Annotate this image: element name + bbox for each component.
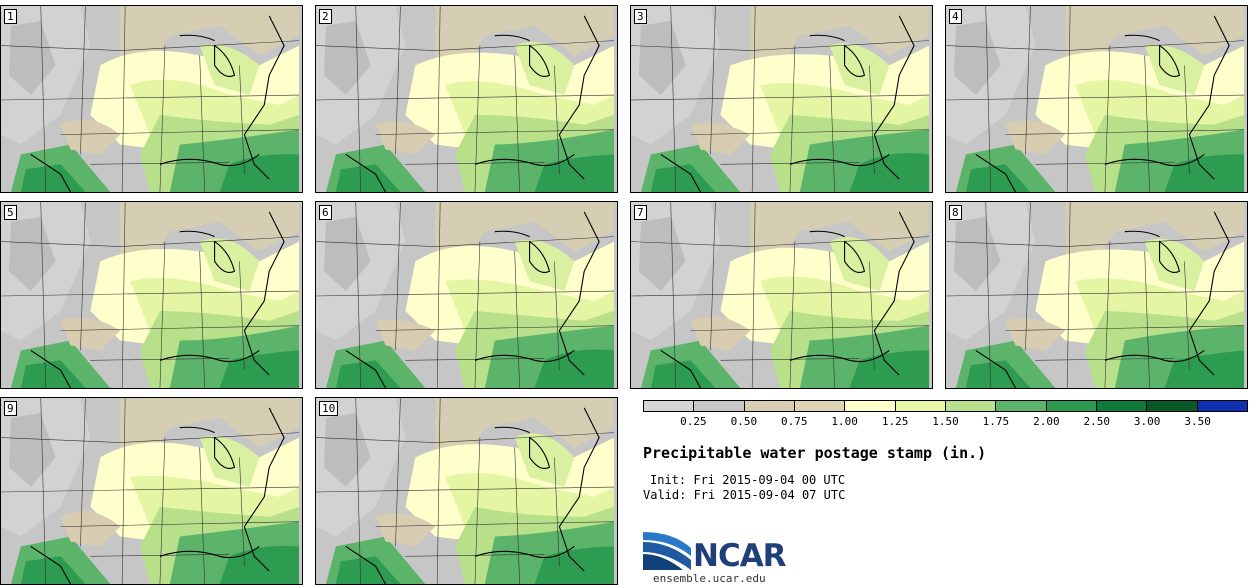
ensemble-member-map: 10 (315, 397, 618, 585)
valid-time: Valid: Fri 2015-09-04 07 UTC (643, 488, 846, 502)
member-number-label: 6 (319, 205, 332, 220)
ensemble-member-map: 7 (630, 201, 933, 389)
ensemble-member-map: 8 (945, 201, 1248, 389)
ensemble-member-map: 2 (315, 5, 618, 193)
legend-swatch (895, 401, 946, 411)
legend-tick-label: 0.50 (730, 415, 758, 428)
legend-swatch (1147, 401, 1198, 411)
legend-swatch (996, 401, 1047, 411)
chart-title: Precipitable water postage stamp (in.) (643, 444, 987, 462)
member-number-label: 2 (319, 9, 332, 24)
member-number-label: 9 (4, 401, 17, 416)
legend-swatch (1197, 401, 1247, 411)
legend-tick-label: 0.75 (781, 415, 808, 428)
ensemble-member-map: 6 (315, 201, 618, 389)
ensemble-member-map: 4 (945, 5, 1248, 193)
legend-tick-label: 2.50 (1083, 415, 1111, 428)
ensemble-member-map: 3 (630, 5, 933, 193)
ensemble-member-map: 5 (0, 201, 303, 389)
legend-color-bar (643, 400, 1248, 412)
legend-tick-label: 3.00 (1133, 415, 1161, 428)
legend-tick-label: 0.25 (680, 415, 707, 428)
legend-tick-label: 3.50 (1184, 415, 1211, 428)
legend-swatch (1046, 401, 1097, 411)
legend-tick-label: 1.00 (831, 415, 858, 428)
member-number-label: 7 (634, 205, 647, 220)
member-number-label: 5 (4, 205, 17, 220)
logo-text: NCAR (693, 538, 787, 574)
member-number-label: 4 (949, 9, 962, 24)
legend-swatch (794, 401, 846, 411)
member-number-label: 1 (4, 9, 17, 24)
ncar-logo-icon (643, 532, 691, 570)
legend-tick-label: 2.00 (1033, 415, 1060, 428)
ensemble-member-map: 9 (0, 397, 303, 585)
legend-swatch (945, 401, 997, 411)
member-number-label: 8 (949, 205, 962, 220)
legend-swatch (845, 401, 896, 411)
legend-swatch (744, 401, 795, 411)
legend-swatch (644, 401, 695, 411)
legend-tick-label: 1.25 (881, 415, 909, 428)
member-number-label: 10 (319, 401, 339, 416)
legend-swatch (694, 401, 745, 411)
member-number-label: 3 (634, 9, 647, 24)
legend-tick-label: 1.50 (932, 415, 959, 428)
legend-swatch (1096, 401, 1148, 411)
site-url: ensemble.ucar.edu (653, 572, 766, 585)
legend-tick-label: 1.75 (982, 415, 1010, 428)
ensemble-member-map: 1 (0, 5, 303, 193)
init-time: Init: Fri 2015-09-04 00 UTC (650, 473, 846, 487)
